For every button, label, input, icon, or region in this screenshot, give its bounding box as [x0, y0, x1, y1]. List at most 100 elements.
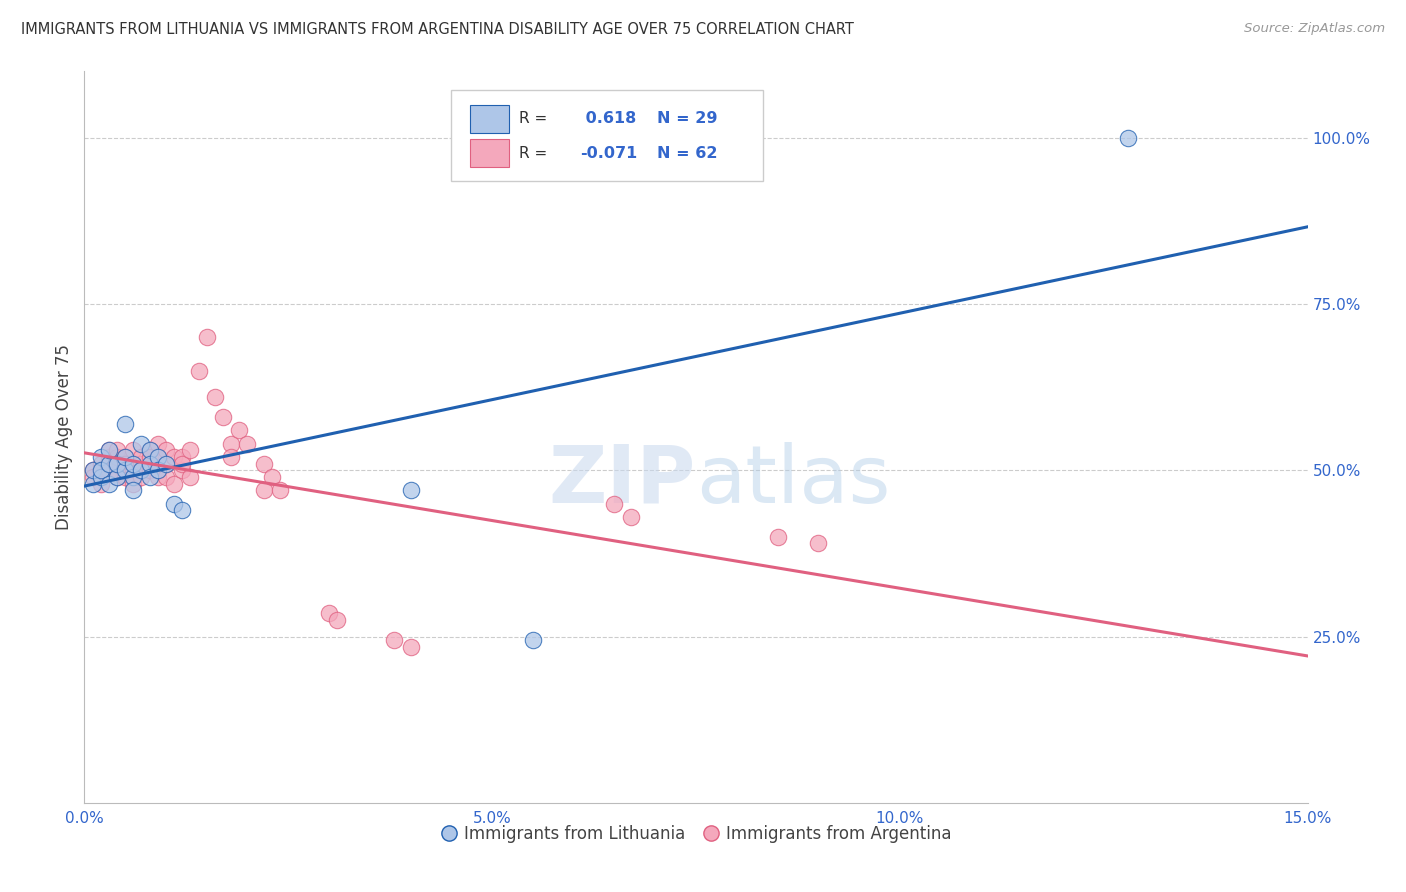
Point	[97, 463, 120, 477]
Point	[122, 483, 145, 498]
Point	[105, 457, 128, 471]
Text: N = 62: N = 62	[657, 145, 717, 161]
Point	[155, 443, 177, 458]
Text: Source: ZipAtlas.com: Source: ZipAtlas.com	[1244, 22, 1385, 36]
Point	[105, 470, 128, 484]
Point	[114, 417, 136, 431]
Text: -0.071: -0.071	[579, 145, 637, 161]
Point	[97, 457, 120, 471]
Point	[146, 436, 169, 450]
Point	[522, 632, 544, 647]
Point	[155, 457, 177, 471]
Point	[163, 476, 186, 491]
Point	[219, 436, 242, 450]
Text: ZIP: ZIP	[548, 442, 696, 520]
Point	[122, 463, 145, 477]
Point	[105, 443, 128, 458]
Point	[228, 424, 250, 438]
Point	[318, 607, 340, 621]
Point	[97, 457, 120, 471]
Point	[131, 470, 153, 484]
Point	[138, 470, 160, 484]
Text: IMMIGRANTS FROM LITHUANIA VS IMMIGRANTS FROM ARGENTINA DISABILITY AGE OVER 75 CO: IMMIGRANTS FROM LITHUANIA VS IMMIGRANTS …	[21, 22, 853, 37]
Point	[131, 463, 153, 477]
Point	[97, 476, 120, 491]
Point	[236, 436, 259, 450]
Point	[105, 470, 128, 484]
Point	[90, 463, 112, 477]
Point	[90, 450, 112, 464]
Point	[172, 450, 194, 464]
Point	[146, 450, 169, 464]
Y-axis label: Disability Age Over 75: Disability Age Over 75	[55, 344, 73, 530]
Point	[766, 530, 789, 544]
Point	[172, 463, 194, 477]
Point	[97, 443, 120, 458]
Point	[1116, 131, 1139, 145]
Point	[131, 457, 153, 471]
Point	[138, 463, 160, 477]
Point	[138, 443, 160, 458]
Point	[122, 470, 145, 484]
Point	[146, 463, 169, 477]
Point	[253, 457, 276, 471]
Point	[179, 470, 201, 484]
Point	[326, 613, 349, 627]
Text: atlas: atlas	[696, 442, 890, 520]
Point	[399, 483, 422, 498]
Point	[114, 450, 136, 464]
Text: 0.618: 0.618	[579, 112, 636, 127]
Point	[260, 470, 283, 484]
Text: R =: R =	[519, 112, 547, 127]
Point	[105, 450, 128, 464]
Point	[122, 457, 145, 471]
Point	[195, 330, 218, 344]
Point	[172, 457, 194, 471]
Point	[82, 476, 104, 491]
Point	[382, 632, 405, 647]
Point	[399, 640, 422, 654]
Point	[146, 470, 169, 484]
Point	[97, 443, 120, 458]
Point	[219, 450, 242, 464]
Legend: Immigrants from Lithuania, Immigrants from Argentina: Immigrants from Lithuania, Immigrants fr…	[434, 818, 957, 849]
Point	[269, 483, 291, 498]
FancyBboxPatch shape	[470, 139, 509, 167]
Point	[187, 363, 209, 377]
Point	[212, 410, 235, 425]
Point	[105, 457, 128, 471]
Point	[90, 470, 112, 484]
Point	[138, 457, 160, 471]
Point	[204, 390, 226, 404]
FancyBboxPatch shape	[451, 90, 763, 181]
Point	[163, 497, 186, 511]
Point	[138, 450, 160, 464]
Point	[131, 436, 153, 450]
Point	[82, 463, 104, 477]
Point	[122, 476, 145, 491]
Point	[155, 457, 177, 471]
Point	[122, 443, 145, 458]
Text: N = 29: N = 29	[657, 112, 717, 127]
Point	[131, 463, 153, 477]
Point	[807, 536, 830, 550]
Point	[253, 483, 276, 498]
Point	[114, 463, 136, 477]
Point	[114, 450, 136, 464]
Point	[146, 450, 169, 464]
Point	[90, 463, 112, 477]
Point	[90, 476, 112, 491]
Point	[138, 457, 160, 471]
FancyBboxPatch shape	[470, 105, 509, 133]
Point	[97, 450, 120, 464]
Point	[114, 457, 136, 471]
Point	[620, 509, 643, 524]
Point	[82, 470, 104, 484]
Point	[155, 470, 177, 484]
Point	[131, 450, 153, 464]
Point	[603, 497, 626, 511]
Point	[179, 443, 201, 458]
Text: R =: R =	[519, 145, 547, 161]
Point	[138, 443, 160, 458]
Point	[114, 470, 136, 484]
